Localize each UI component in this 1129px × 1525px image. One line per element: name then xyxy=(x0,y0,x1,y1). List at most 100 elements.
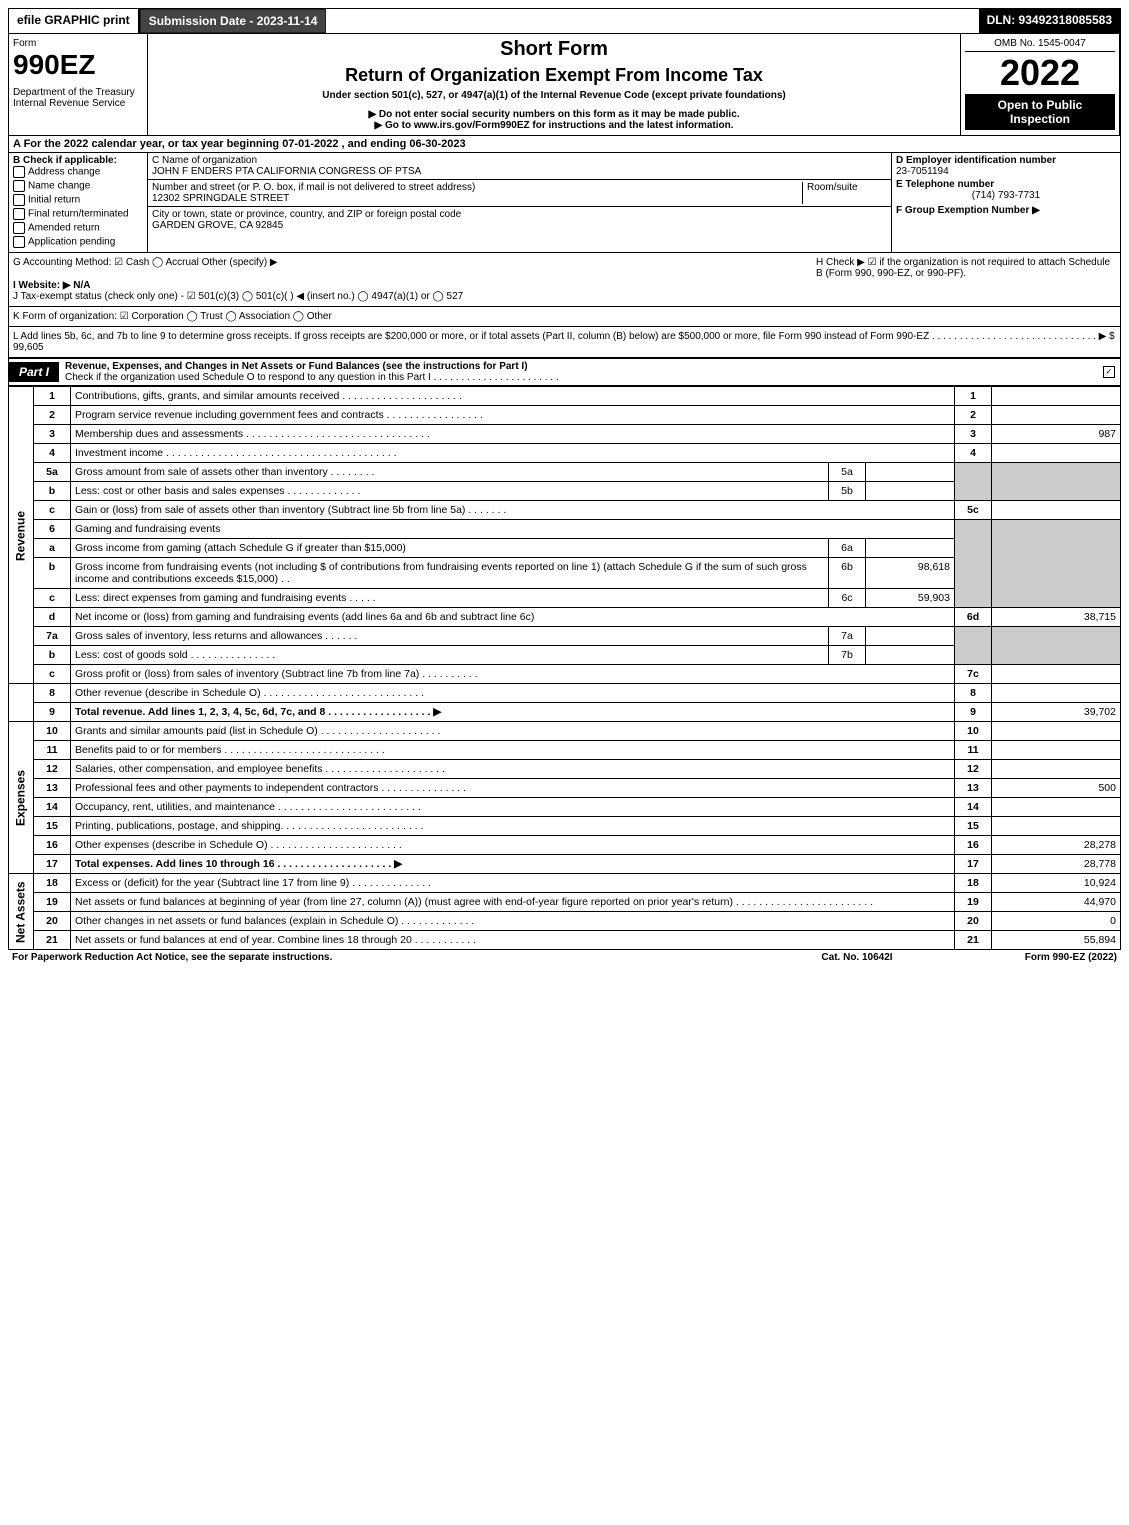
c-city-cell: City or town, state or province, country… xyxy=(148,207,891,233)
efile-print-button[interactable]: efile GRAPHIC print xyxy=(9,9,140,33)
ln5c-rn: 5c xyxy=(955,501,992,520)
i-website: I Website: ▶ N/A xyxy=(13,280,816,291)
ln17-val: 28,778 xyxy=(992,855,1121,874)
c-name: JOHN F ENDERS PTA CALIFORNIA CONGRESS OF… xyxy=(152,166,887,177)
d-ein: 23-7051194 xyxy=(896,166,1116,177)
ln7a-text: Gross sales of inventory, less returns a… xyxy=(71,627,829,646)
ln19-num: 19 xyxy=(34,893,71,912)
ln18-rn: 18 xyxy=(955,874,992,893)
cb-final-return[interactable]: Final return/terminated xyxy=(13,208,143,220)
tax-year: 2022 xyxy=(965,52,1115,94)
ln8-num: 8 xyxy=(34,684,71,703)
ln6b-num: b xyxy=(34,558,71,589)
ln7c-num: c xyxy=(34,665,71,684)
cb-name-change[interactable]: Name change xyxy=(13,180,143,192)
c-column: C Name of organization JOHN F ENDERS PTA… xyxy=(148,153,892,252)
section-bcd: B Check if applicable: Address change Na… xyxy=(9,153,1120,253)
ln7b-sn: 7b xyxy=(829,646,866,665)
lines-table: Revenue 1 Contributions, gifts, grants, … xyxy=(8,386,1121,950)
ln18-num: 18 xyxy=(34,874,71,893)
ln18-val: 10,924 xyxy=(992,874,1121,893)
ln14-val xyxy=(992,798,1121,817)
cb-application-pending[interactable]: Application pending xyxy=(13,236,143,248)
cb-initial-return[interactable]: Initial return xyxy=(13,194,143,206)
d-column: D Employer identification number 23-7051… xyxy=(892,153,1120,252)
ln16-val: 28,278 xyxy=(992,836,1121,855)
ln11-rn: 11 xyxy=(955,741,992,760)
ln13-rn: 13 xyxy=(955,779,992,798)
netassets-side-label: Net Assets xyxy=(9,874,34,950)
ln7b-text: Less: cost of goods sold . . . . . . . .… xyxy=(71,646,829,665)
c-name-lbl: C Name of organization xyxy=(152,155,887,166)
ln6a-num: a xyxy=(34,539,71,558)
ln6c-num: c xyxy=(34,589,71,608)
ln9-rn: 9 xyxy=(955,703,992,722)
ln19-val: 44,970 xyxy=(992,893,1121,912)
omb-number: OMB No. 1545-0047 xyxy=(965,38,1115,52)
ln11-text: Benefits paid to or for members . . . . … xyxy=(71,741,955,760)
dln-label: DLN: 93492318085583 xyxy=(979,9,1120,33)
k-row: K Form of organization: ☑ Corporation ◯ … xyxy=(9,307,1120,327)
ln3-num: 3 xyxy=(34,425,71,444)
ln15-text: Printing, publications, postage, and shi… xyxy=(71,817,955,836)
ln14-text: Occupancy, rent, utilities, and maintena… xyxy=(71,798,955,817)
ln18-text: Excess or (deficit) for the year (Subtra… xyxy=(71,874,955,893)
ln12-text: Salaries, other compensation, and employ… xyxy=(71,760,955,779)
goto-link[interactable]: ▶ Go to www.irs.gov/Form990EZ for instru… xyxy=(152,120,956,131)
expenses-side-label: Expenses xyxy=(9,722,34,874)
submission-date-button[interactable]: Submission Date - 2023-11-14 xyxy=(140,9,327,33)
top-spacer xyxy=(326,9,978,33)
ln6-shade xyxy=(955,520,992,608)
ln7b-sv xyxy=(866,646,955,665)
c-addr: 12302 SPRINGDALE STREET xyxy=(152,193,802,204)
ln4-text: Investment income . . . . . . . . . . . … xyxy=(71,444,955,463)
ln1-rn: 1 xyxy=(955,387,992,406)
ln16-text: Other expenses (describe in Schedule O) … xyxy=(71,836,955,855)
revenue-side-label: Revenue xyxy=(9,387,34,684)
ln5a-sv xyxy=(866,463,955,482)
ln7c-val xyxy=(992,665,1121,684)
ln13-val: 500 xyxy=(992,779,1121,798)
ln6d-num: d xyxy=(34,608,71,627)
c-city: GARDEN GROVE, CA 92845 xyxy=(152,220,887,231)
ghi-section: G Accounting Method: ☑ Cash ◯ Accrual Ot… xyxy=(9,253,1120,307)
ln6a-text: Gross income from gaming (attach Schedul… xyxy=(71,539,829,558)
ln3-text: Membership dues and assessments . . . . … xyxy=(71,425,955,444)
open-public: Open to Public Inspection xyxy=(965,94,1115,130)
ln2-rn: 2 xyxy=(955,406,992,425)
ln20-val: 0 xyxy=(992,912,1121,931)
part1-title: Revenue, Expenses, and Changes in Net As… xyxy=(65,361,528,372)
ln20-rn: 20 xyxy=(955,912,992,931)
ln5b-num: b xyxy=(34,482,71,501)
ln6-shade2 xyxy=(992,520,1121,608)
ln15-val xyxy=(992,817,1121,836)
ln21-text: Net assets or fund balances at end of ye… xyxy=(71,931,955,950)
page-footer: For Paperwork Reduction Act Notice, see … xyxy=(8,950,1121,965)
ln1-val xyxy=(992,387,1121,406)
ln5c-text: Gain or (loss) from sale of assets other… xyxy=(71,501,955,520)
ln11-val xyxy=(992,741,1121,760)
ln1-num: 1 xyxy=(34,387,71,406)
ln7-shade2 xyxy=(992,627,1121,665)
ln20-num: 20 xyxy=(34,912,71,931)
ln6b-sv: 98,618 xyxy=(866,558,955,589)
ln4-val xyxy=(992,444,1121,463)
cb-amended-return[interactable]: Amended return xyxy=(13,222,143,234)
d-group-lbl: F Group Exemption Number ▶ xyxy=(896,205,1116,216)
ln6-num: 6 xyxy=(34,520,71,539)
ln5b-sn: 5b xyxy=(829,482,866,501)
part1-checkbox[interactable]: ✓ xyxy=(1100,366,1120,378)
ln13-text: Professional fees and other payments to … xyxy=(71,779,955,798)
c-addr-cell: Number and street (or P. O. box, if mail… xyxy=(148,180,891,207)
ln7a-sv xyxy=(866,627,955,646)
ln6c-sv: 59,903 xyxy=(866,589,955,608)
form-header: Form 990EZ Department of the Treasury In… xyxy=(8,34,1121,136)
ln21-val: 55,894 xyxy=(992,931,1121,950)
ln16-num: 16 xyxy=(34,836,71,855)
form-label: Form xyxy=(13,38,143,49)
top-bar: efile GRAPHIC print Submission Date - 20… xyxy=(8,8,1121,34)
ln5b-sv xyxy=(866,482,955,501)
ln5c-val xyxy=(992,501,1121,520)
ln5a-text: Gross amount from sale of assets other t… xyxy=(71,463,829,482)
cb-address-change[interactable]: Address change xyxy=(13,166,143,178)
